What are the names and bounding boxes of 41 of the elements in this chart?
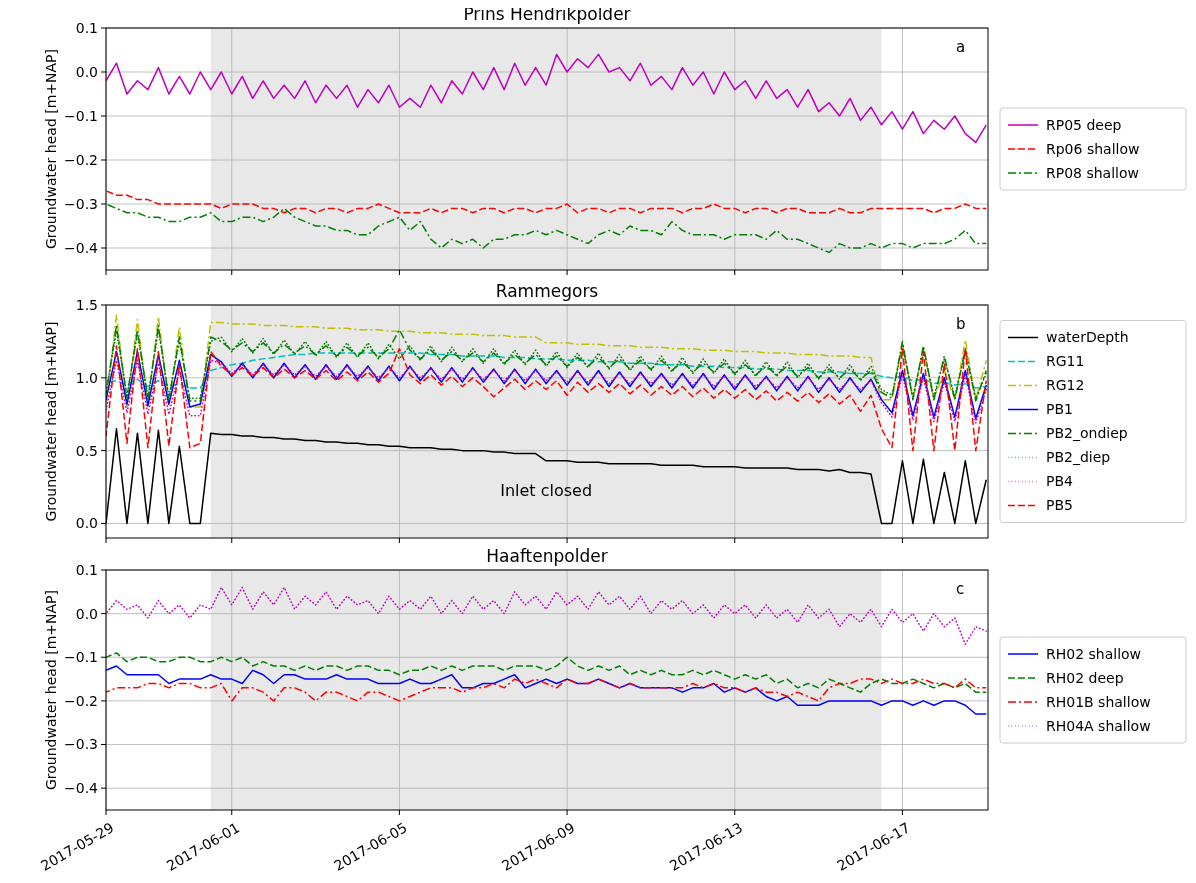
legend-label: RG11 [1046, 353, 1085, 370]
annotation: c [956, 580, 965, 598]
legend-label: RH02 deep [1046, 669, 1124, 686]
legend-label: RP05 deep [1046, 116, 1122, 133]
legend-label: RH02 shallow [1046, 645, 1142, 662]
y-tick-label: −0.3 [64, 195, 98, 212]
y-tick-label: −0.4 [64, 239, 99, 256]
y-axis-title: Groundwater head [m+NAP] [43, 48, 59, 250]
y-tick-label: 0.0 [75, 605, 98, 622]
legend-label: RP08 shallow [1046, 164, 1139, 181]
y-tick-label: 1.0 [75, 369, 98, 386]
y-tick-label: 0.1 [75, 19, 98, 36]
legend-label: PB4 [1046, 473, 1074, 490]
y-tick-label: 0.0 [75, 63, 98, 80]
annotation: Inlet closed [500, 481, 593, 501]
chart-title: Rammegors [495, 281, 599, 301]
y-axis-title: Groundwater head [m+NAP] [43, 321, 59, 522]
legend-label: PB5 [1046, 497, 1073, 514]
legend-label: PB2_ondiep [1046, 425, 1128, 442]
legend-label: RH04A shallow [1046, 717, 1151, 734]
legend-label: waterDepth [1046, 329, 1129, 346]
annotation: b [956, 315, 966, 333]
y-tick-label: 0.5 [75, 442, 98, 459]
y-tick-label: −0.2 [64, 692, 98, 709]
y-tick-label: 0.1 [75, 561, 98, 578]
legend-label: RG12 [1046, 377, 1085, 394]
y-tick-label: 0.0 [75, 515, 98, 532]
legend-label: Rp06 shallow [1046, 140, 1140, 157]
annotation: a [956, 38, 966, 56]
y-tick-label: −0.1 [64, 649, 98, 666]
y-tick-label: −0.3 [64, 736, 98, 753]
y-axis-title: Groundwater head [m+NAP] [43, 589, 59, 791]
chart-title: Haaftenpolder [486, 546, 608, 566]
y-tick-label: 1.5 [75, 296, 98, 313]
chart-title: Prins Hendrikpolder [463, 4, 631, 24]
y-tick-label: −0.4 [64, 780, 99, 797]
y-tick-label: −0.1 [64, 107, 98, 124]
legend-label: RH01B shallow [1046, 693, 1151, 710]
legend-label: PB1 [1046, 401, 1073, 418]
legend-label: PB2_diep [1046, 449, 1111, 466]
y-tick-label: −0.2 [64, 151, 98, 168]
